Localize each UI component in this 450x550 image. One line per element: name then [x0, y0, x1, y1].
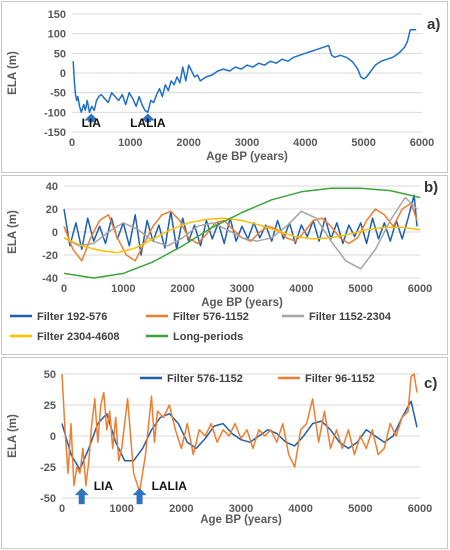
- legend-label: Filter 576-1152: [167, 373, 243, 385]
- legend-label: Long-periods: [173, 331, 243, 343]
- annotation-arrow-lalia-head: [140, 113, 155, 121]
- x-tick-label: 2000: [176, 137, 200, 149]
- y-tick-label: 150: [48, 9, 66, 21]
- legend-label: Filter 192-576: [37, 311, 107, 323]
- series-line-filter-2304-4608: [63, 217, 421, 254]
- y-tick-label: -100: [44, 107, 66, 119]
- x-tick-label: 0: [59, 503, 65, 515]
- legend-label: Filter 576-1152: [173, 311, 249, 323]
- x-tick-label: 6000: [408, 283, 432, 295]
- x-axis-title: Age BP (years): [200, 514, 282, 526]
- y-tick-label: -20: [42, 250, 58, 262]
- y-tick-label: -40: [42, 273, 58, 285]
- y-tick-label: 50: [54, 48, 66, 60]
- x-tick-label: 5000: [351, 137, 375, 149]
- x-tick-label: 2000: [170, 283, 194, 295]
- x-tick-label: 2000: [169, 503, 193, 515]
- y-tick-label: -150: [44, 127, 66, 139]
- x-tick-label: 6000: [408, 503, 432, 515]
- x-tick-label: 1000: [111, 283, 135, 295]
- x-tick-label: 6000: [410, 137, 434, 149]
- x-tick-label: 1000: [118, 137, 142, 149]
- legend-label: Filter 1152-2304: [309, 311, 392, 323]
- x-tick-label: 3000: [229, 503, 253, 515]
- y-axis-title: ELA (m): [7, 210, 19, 254]
- annotation-label: LIA: [82, 116, 102, 130]
- x-tick-label: 3000: [230, 283, 254, 295]
- panel-label: b): [424, 179, 438, 196]
- annotation-label: LIA: [94, 479, 114, 493]
- panel-b: -40 -20 0 20 40 0 1000 2000 3000 4000 5000 6000 Age …: [1, 175, 448, 355]
- x-tick-label: 1000: [109, 503, 133, 515]
- annotation-label: LALIA: [130, 116, 166, 130]
- annotation-arrow-lia-head: [84, 113, 99, 121]
- x-tick-label: 3000: [235, 137, 259, 149]
- panel-c: -50 -25 0 25 50 0 1000 2000 3000 4000 5000 6000 Age …: [1, 357, 448, 549]
- panel-label: a): [427, 16, 440, 33]
- annotation-arrow-lalia-shaft: [136, 494, 143, 505]
- series-line-filter-96-1152: [61, 373, 418, 493]
- chart-b-svg: -40 -20 0 20 40 0 1000 2000 3000 4000 5000 6000 Age …: [7, 179, 438, 343]
- y-tick-label: 0: [60, 68, 66, 80]
- legend-label: Filter 2304-4608: [37, 331, 120, 343]
- y-tick-label: 0: [50, 431, 56, 443]
- y-tick-label: 20: [46, 204, 58, 216]
- annotation-arrow-lia-shaft: [78, 494, 85, 505]
- x-tick-label: 4000: [293, 137, 317, 149]
- y-tick-label: 100: [48, 29, 66, 41]
- y-tick-label: -50: [40, 493, 56, 505]
- series-line-filter-1152-2304: [63, 196, 418, 270]
- x-axis-title: Age BP (years): [206, 151, 288, 163]
- annotation-arrow-lia-shaft: [88, 119, 95, 123]
- panel-label: c): [424, 375, 437, 392]
- annotation-label: LALIA: [152, 479, 188, 493]
- legend-label: Filter 96-1152: [305, 373, 375, 385]
- series-line-0: [72, 28, 417, 114]
- chart-c-svg: -50 -25 0 25 50 0 1000 2000 3000 4000 5000 6000 Age …: [7, 369, 437, 526]
- x-tick-label: 5000: [348, 503, 372, 515]
- x-tick-label: 4000: [288, 503, 312, 515]
- x-tick-label: 0: [61, 283, 67, 295]
- y-tick-label: 40: [46, 181, 58, 193]
- annotation-arrow-lalia-shaft: [144, 119, 151, 123]
- y-tick-label: 25: [44, 400, 56, 412]
- y-tick-label: -50: [50, 88, 66, 100]
- panel-a: -150 -100 -50 0 50 100 150 0 1000 2000 3000 4000 500…: [1, 1, 448, 173]
- y-tick-label: 50: [44, 369, 56, 381]
- y-axis-title: ELA (m): [7, 414, 19, 458]
- annotation-arrow-lalia-head: [132, 488, 147, 496]
- chart-a-svg: -150 -100 -50 0 50 100 150 0 1000 2000 3000 4000 500…: [7, 9, 440, 163]
- y-axis-title: ELA (m): [7, 51, 19, 95]
- y-tick-label: -25: [40, 462, 56, 474]
- x-tick-label: 0: [69, 137, 75, 149]
- series-line-long-periods: [63, 187, 421, 279]
- x-tick-label: 5000: [348, 283, 372, 295]
- annotation-arrow-lia-head: [74, 488, 89, 496]
- x-tick-label: 4000: [289, 283, 313, 295]
- x-axis-title: Age BP (years): [201, 297, 283, 309]
- y-tick-label: 0: [52, 227, 58, 239]
